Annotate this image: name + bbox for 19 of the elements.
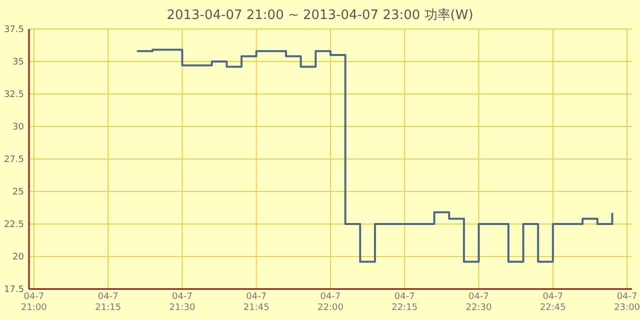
y-tick-label: 17.5 (4, 285, 24, 295)
x-tick-label: 04-7 21:00 (20, 292, 48, 313)
y-tick-label: 22.5 (4, 220, 24, 230)
y-tick-label: 20 (12, 252, 24, 262)
y-tick-label: 32.5 (4, 90, 24, 100)
y-tick-label: 25 (12, 188, 24, 198)
chart-title: 2013-04-07 21:00 ~ 2013-04-07 23:00 功率(W) (166, 7, 474, 23)
x-tick-label: 04-7 21:30 (169, 292, 196, 313)
y-tick-label: 35 (12, 58, 24, 68)
x-tick-label: 04-7 22:30 (466, 292, 492, 313)
x-tick-label: 04-7 21:15 (95, 292, 122, 313)
x-tick-label: 04-7 21:45 (243, 292, 270, 313)
x-tick-label: 04-7 22:00 (318, 292, 344, 313)
x-tick-label: 04-7 22:45 (540, 292, 566, 313)
x-tick-label: 04-7 22:15 (392, 292, 418, 313)
x-tick-label: 04-7 23:00 (614, 292, 640, 313)
y-tick-label: 27.5 (4, 155, 24, 165)
y-tick-label: 37.5 (4, 25, 24, 35)
y-tick-label: 30 (12, 122, 24, 132)
